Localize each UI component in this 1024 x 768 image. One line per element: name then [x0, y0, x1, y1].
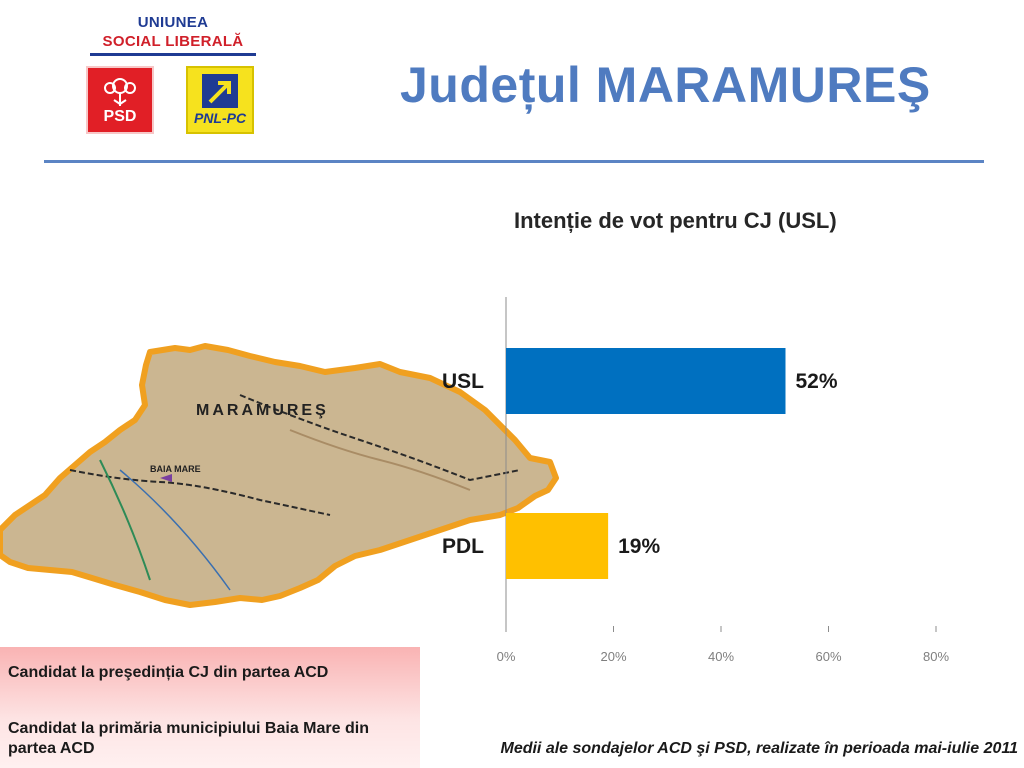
logo-title-line1: UNIUNEA	[137, 14, 209, 31]
page-title: Județul MARAMUREŞ	[400, 57, 931, 113]
river-line	[119, 469, 231, 591]
city-marker-icon	[160, 474, 172, 482]
psd-label: PSD	[103, 108, 137, 125]
logo-title-line2: SOCIAL LIBERALĂ	[102, 33, 244, 50]
railway-line	[239, 394, 521, 482]
x-tick-label: 40%	[708, 649, 734, 664]
county-map: MARAMUREŞ BAIA MARE	[0, 343, 559, 608]
bar-chart: USL 52% PDL 19% 0% 20% 40% 60% 80%	[442, 297, 949, 664]
railway-line-west	[69, 469, 331, 516]
x-tick-label: 0%	[497, 649, 516, 664]
pnl-pc-label: PNL-PC	[193, 110, 247, 126]
category-label-pdl: PDL	[442, 535, 484, 558]
info-line-mayor: Candidat la primăria municipiului Baia M…	[8, 720, 369, 757]
map-label: MARAMUREŞ	[196, 402, 329, 419]
chart-title: Intenție de vot pentru CJ (USL)	[514, 208, 837, 233]
county-outline	[0, 343, 559, 608]
bar-usl	[506, 348, 786, 414]
bar-pdl	[506, 513, 609, 579]
pnl-pc-logo: PNL-PC	[186, 66, 254, 134]
title-divider	[44, 160, 984, 163]
rose-icon	[104, 78, 136, 106]
candidate-info-box: Candidat la preşedinția CJ din partea AC…	[0, 647, 420, 768]
x-tick-label: 60%	[815, 649, 841, 664]
psd-logo: PSD	[86, 66, 154, 134]
value-label-pdl: 19%	[618, 535, 660, 558]
value-label-usl: 52%	[796, 370, 838, 393]
x-tick-label: 80%	[923, 649, 949, 664]
mountain-ridge	[289, 429, 471, 491]
map-city-label: BAIA MARE	[150, 464, 201, 474]
x-tick-label: 20%	[600, 649, 626, 664]
arrow-icon	[202, 74, 238, 108]
source-footnote: Medii ale sondajelor ACD şi PSD, realiza…	[500, 740, 1018, 757]
road-line	[99, 459, 151, 581]
category-label-usl: USL	[442, 370, 484, 393]
logo-divider	[90, 53, 256, 56]
info-line-county-council: Candidat la preşedinția CJ din partea AC…	[8, 664, 329, 681]
